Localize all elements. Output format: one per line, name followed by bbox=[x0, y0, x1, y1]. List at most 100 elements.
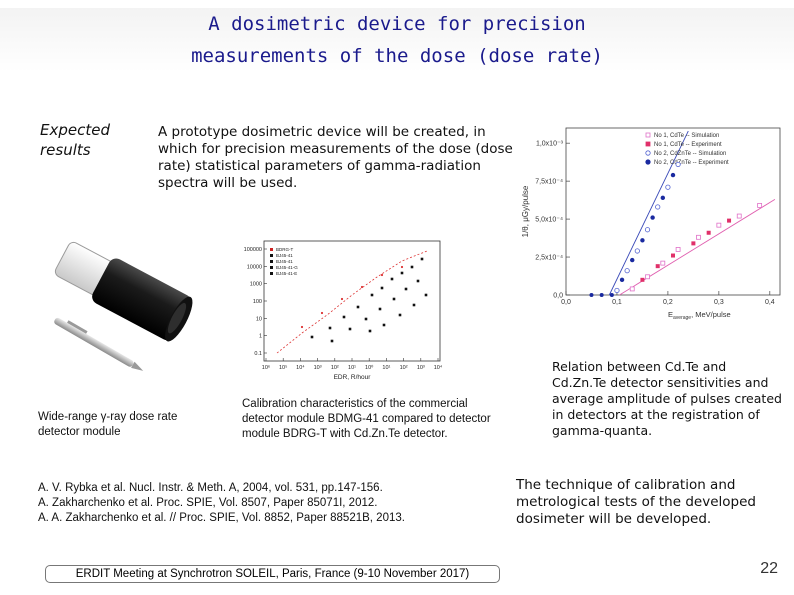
cdte-exp-point bbox=[640, 277, 645, 282]
title-line-2: measurements of the dose (dose rate) bbox=[191, 45, 603, 67]
cdte-exp-point bbox=[727, 218, 732, 223]
calib-data-point bbox=[356, 305, 360, 309]
calib-y-tick-label: 10000 bbox=[247, 264, 262, 270]
reference-3: A. A. Zakharchenko et al. // Proc. SPIE,… bbox=[38, 512, 405, 524]
calib-legend-entry: BJ45-41-G bbox=[276, 265, 298, 270]
detector-caption: Wide-range γ-ray dose rate detector modu… bbox=[38, 411, 178, 438]
calib-red-point bbox=[300, 325, 304, 329]
cdznte-baseline-point bbox=[589, 293, 594, 297]
cdznte-fit-line bbox=[608, 130, 689, 296]
detector-photo bbox=[30, 233, 205, 378]
cdte-exp-point bbox=[706, 230, 711, 235]
calib-data-point bbox=[380, 286, 384, 290]
calib-x-axis-label: EDR, R/hour bbox=[334, 374, 372, 381]
cdznte-exp-point bbox=[619, 277, 625, 283]
sens-x-tick-label: 0,3 bbox=[714, 299, 724, 306]
calib-legend-entry: BDRG-T bbox=[276, 247, 293, 252]
calib-red-point bbox=[360, 285, 364, 289]
calib-x-tick-label: 10⁴ bbox=[296, 364, 305, 371]
sensitivity-graph: 1,0x10⁻³ 7,5x10⁻⁴ 5,0x10⁻⁴ 2,5x10⁻⁴ 0,0 0,0 0,… bbox=[518, 122, 788, 324]
cdte-sim-point bbox=[716, 222, 722, 228]
calib-legend-entry: BJ45-41 bbox=[276, 259, 293, 264]
cdte-sim-point bbox=[757, 203, 763, 208]
cdte-exp-point bbox=[691, 241, 696, 246]
sens-y-tick-label: 2,5x10⁻⁴ bbox=[535, 255, 563, 262]
cdte-exp-point bbox=[671, 253, 675, 258]
calibration-plot: 100000 10000 1000 100 10 1 0.1 10⁶ 10⁵ 10⁴ 10³ 10² 1… bbox=[232, 233, 467, 383]
calib-red-point bbox=[400, 265, 404, 269]
calib-data-point bbox=[328, 326, 332, 330]
calib-data-point bbox=[370, 293, 374, 297]
sens-x-tick-label: 0,2 bbox=[663, 299, 673, 306]
calib-x-tick-label: 10² bbox=[400, 365, 408, 371]
cdznte-sim-point bbox=[614, 287, 620, 294]
sens-x-axis-label: Eaverage, MeV/pulse bbox=[668, 310, 731, 321]
calib-red-point bbox=[380, 273, 384, 277]
sens-legend-marker bbox=[645, 150, 651, 156]
calib-red-point bbox=[340, 297, 344, 301]
calib-data-point bbox=[348, 327, 352, 331]
slide-title: A dosimetric device for precision measur… bbox=[0, 8, 794, 72]
expected-results-label: Expected results bbox=[40, 120, 150, 160]
calib-legend-marker bbox=[270, 260, 273, 263]
sens-legend-entry: No 1, CdTe -- Simulation bbox=[654, 133, 719, 139]
calib-x-tick-label: 10³ bbox=[314, 365, 322, 371]
calib-data-point bbox=[390, 277, 394, 281]
calib-data-point bbox=[400, 271, 404, 275]
sens-legend-marker bbox=[645, 132, 651, 138]
calib-data-point bbox=[364, 317, 368, 321]
page-number: 22 bbox=[760, 560, 778, 577]
expected-line-2: results bbox=[40, 141, 91, 159]
cdznte-baseline-point bbox=[599, 293, 604, 297]
calib-y-tick-label: 0.1 bbox=[254, 351, 262, 357]
calib-data-point bbox=[368, 329, 372, 333]
cdznte-sim-point bbox=[665, 184, 671, 190]
calib-data-point bbox=[378, 307, 382, 311]
sens-legend-marker bbox=[645, 141, 651, 147]
detector-illustration bbox=[30, 233, 205, 378]
calib-data-point bbox=[420, 257, 424, 261]
calibration-chart: 100000 10000 1000 100 10 1 0.1 10⁶ 10⁵ 10⁴ 10³ 10² 1… bbox=[244, 240, 443, 381]
cdznte-sim-point bbox=[634, 248, 640, 254]
calib-data-point bbox=[342, 315, 346, 319]
calib-legend-entry: BJ45-41 bbox=[276, 253, 293, 258]
calib-data-point bbox=[416, 279, 420, 283]
cdte-sim-point bbox=[629, 286, 635, 292]
calib-legend-marker bbox=[270, 266, 273, 269]
sens-x-tick-label: 0,0 bbox=[561, 299, 571, 306]
calib-x-tick-label: 10⁴ bbox=[434, 364, 443, 371]
calib-x-tick-label: 10² bbox=[331, 365, 339, 371]
expected-line-1: Expected bbox=[40, 121, 110, 139]
calib-legend-marker bbox=[270, 272, 273, 275]
calib-x-tick-label: 10⁶ bbox=[262, 364, 270, 371]
sens-legend-entry: No 1, CdTe -- Experiment bbox=[654, 142, 722, 148]
calib-legend-entry: BJ45-41-E bbox=[276, 271, 297, 276]
calib-series-line bbox=[276, 250, 428, 354]
reference-2: A. Zakharchenko et al. Proc. SPIE, Vol. … bbox=[38, 497, 378, 509]
cdznte-baseline-point bbox=[609, 293, 614, 297]
sens-frame bbox=[565, 127, 781, 296]
calib-data-point bbox=[398, 313, 402, 317]
calib-legend-marker bbox=[270, 254, 273, 257]
cdte-exp-point bbox=[655, 264, 660, 269]
calib-x-tick-label: 10⁵ bbox=[279, 364, 287, 371]
calib-x-tick-label: 10¹ bbox=[382, 365, 390, 371]
cdte-sim-point bbox=[736, 213, 742, 219]
calib-red-point bbox=[320, 311, 324, 315]
sens-x-tick-label: 0,1 bbox=[612, 299, 622, 306]
calib-x-tick-label: 10³ bbox=[417, 365, 425, 371]
cdznte-sim-point bbox=[675, 161, 681, 168]
references: A. V. Rybka et al. Nucl. Instr. & Meth. … bbox=[38, 481, 508, 526]
calib-y-tick-label: 1000 bbox=[250, 282, 262, 288]
sens-y-tick-label: 5,0x10⁻⁴ bbox=[535, 217, 563, 224]
calib-y-tick-label: 10 bbox=[256, 316, 262, 322]
technique-text: The technique of calibration and metrolo… bbox=[516, 477, 756, 527]
calib-data-point bbox=[412, 303, 416, 307]
cdznte-sim-point bbox=[644, 227, 651, 233]
calib-y-tick-label: 100000 bbox=[244, 247, 262, 253]
sens-y-tick-label: 1,0x10⁻³ bbox=[536, 141, 564, 148]
calib-data-point bbox=[404, 287, 408, 291]
sens-x-tick-label: 0,4 bbox=[765, 299, 775, 306]
sens-legend-marker bbox=[645, 159, 651, 165]
calibration-caption: Calibration characteristics of the comme… bbox=[242, 398, 491, 440]
